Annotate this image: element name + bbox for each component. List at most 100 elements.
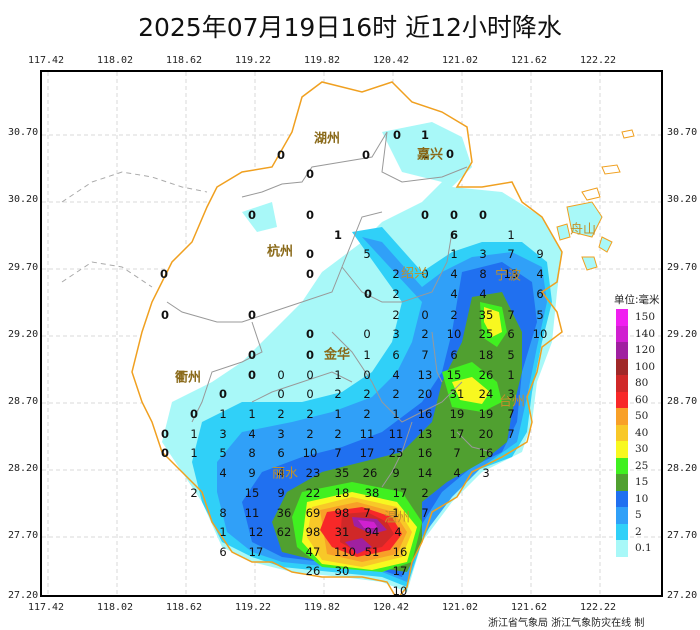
station-value: 69	[305, 506, 321, 520]
x-tick: 118.02	[96, 602, 134, 613]
precipitation-fill	[162, 122, 562, 592]
station-value: 26	[305, 564, 321, 578]
station-value: 0	[361, 148, 371, 162]
station-value: 1	[334, 368, 342, 382]
station-value: 3	[482, 466, 490, 480]
station-value: 62	[276, 525, 292, 539]
legend-row: 2	[608, 523, 664, 540]
station-value: 0	[305, 247, 315, 261]
station-value: 1	[248, 407, 256, 421]
legend-swatch	[616, 523, 628, 540]
station-value: 5	[363, 247, 371, 261]
legend-label: 60	[635, 393, 649, 406]
station-value: 4	[450, 267, 458, 281]
station-value: 8	[248, 446, 256, 460]
station-value: 0	[363, 287, 373, 301]
station-value: 1	[219, 525, 227, 539]
station-value: 9	[248, 466, 256, 480]
legend-row: 0.1	[608, 540, 664, 557]
station-value: 11	[388, 427, 404, 441]
station-value: 0	[247, 308, 257, 322]
x-tick: 121.02	[441, 602, 479, 613]
legend-items: 150 140 120 100 80 60 50 40 30 25 15 10 5 2 0.1	[608, 309, 664, 557]
x-tick: 117.42	[27, 602, 65, 613]
station-value: 2	[392, 287, 400, 301]
credit-text: 浙江省气象局 浙江气象防灾在线 制	[488, 618, 645, 629]
station-value: 20	[478, 427, 494, 441]
legend-row: 40	[608, 424, 664, 441]
station-value: 4	[219, 466, 227, 480]
x-tick: 119.22	[234, 602, 272, 613]
city-label: 衢州	[174, 370, 202, 386]
station-value: 10	[302, 446, 318, 460]
city-label: 嘉兴	[416, 147, 444, 163]
station-value: 7	[507, 247, 515, 261]
station-value: 1	[219, 407, 227, 421]
station-value: 0	[363, 368, 371, 382]
station-value: 25	[478, 327, 494, 341]
station-value: 7	[507, 308, 515, 322]
station-value: 5	[536, 308, 544, 322]
station-value: 8	[219, 506, 227, 520]
legend-swatch	[616, 309, 628, 326]
station-value: 6	[392, 348, 400, 362]
legend-row: 120	[608, 342, 664, 359]
station-value: 0	[305, 167, 315, 181]
station-value: 1	[392, 506, 400, 520]
station-value: 0	[160, 427, 170, 441]
station-value: 4	[479, 287, 487, 301]
station-value: 0	[247, 368, 257, 382]
legend-swatch	[616, 375, 628, 392]
station-value: 2	[392, 387, 400, 401]
station-value: 110	[334, 545, 356, 559]
station-value: 24	[478, 387, 494, 401]
legend-label: 0.1	[635, 542, 652, 555]
station-value: 9	[392, 466, 400, 480]
station-value: 17	[359, 446, 375, 460]
legend-row: 30	[608, 441, 664, 458]
station-value: 10	[392, 584, 408, 597]
station-value: 1	[190, 446, 198, 460]
map-title: 2025年07月19日16时 近12小时降水	[138, 13, 562, 42]
station-value: 4	[450, 287, 458, 301]
station-value: 47	[305, 545, 321, 559]
station-value: 2	[190, 486, 198, 500]
station-value: 4	[392, 368, 400, 382]
station-value: 9	[536, 247, 544, 261]
station-value: 1	[420, 128, 430, 142]
station-value: 17	[248, 545, 264, 559]
station-value: 0	[363, 327, 371, 341]
station-value: 0	[160, 446, 170, 460]
station-value: 13	[417, 427, 433, 441]
station-value: 17	[392, 486, 408, 500]
station-value: 0	[218, 387, 228, 401]
x-tick: 121.62	[510, 55, 548, 66]
legend-swatch	[616, 325, 628, 342]
station-value: 16	[478, 446, 494, 460]
station-value: 7	[507, 427, 515, 441]
station-value: 7	[421, 506, 429, 520]
station-value: 18	[478, 348, 494, 362]
x-tick: 119.22	[234, 55, 272, 66]
station-value: 14	[417, 466, 433, 480]
legend-swatch	[616, 540, 628, 557]
station-value: 6	[449, 228, 459, 242]
map-frame[interactable]: 0 1 2 0 0 0 0 0 0 0 0 0 1 6 1 0 5 1 3 7 9 0 0 2 0 4 8 13 4 0 2 4 4 6 0 0 2 0 2…	[40, 70, 663, 597]
x-tick: 121.02	[441, 55, 479, 66]
legend-swatch	[616, 408, 628, 425]
station-value: 3	[392, 327, 400, 341]
x-tick: 119.82	[303, 602, 341, 613]
legend-row: 60	[608, 391, 664, 408]
station-value: 0	[421, 308, 429, 322]
y-tick: 28.20	[667, 463, 698, 474]
x-tick: 120.42	[372, 602, 410, 613]
city-label: 台州	[498, 394, 526, 410]
station-value: 0	[305, 267, 315, 281]
y-tick: 30.20	[8, 194, 39, 205]
city-label: 金华	[323, 347, 351, 363]
station-value: 2	[334, 387, 342, 401]
y-tick: 27.70	[8, 530, 39, 541]
station-value: 13	[417, 368, 433, 382]
station-value: 2	[306, 427, 314, 441]
station-value: 26	[478, 368, 494, 382]
